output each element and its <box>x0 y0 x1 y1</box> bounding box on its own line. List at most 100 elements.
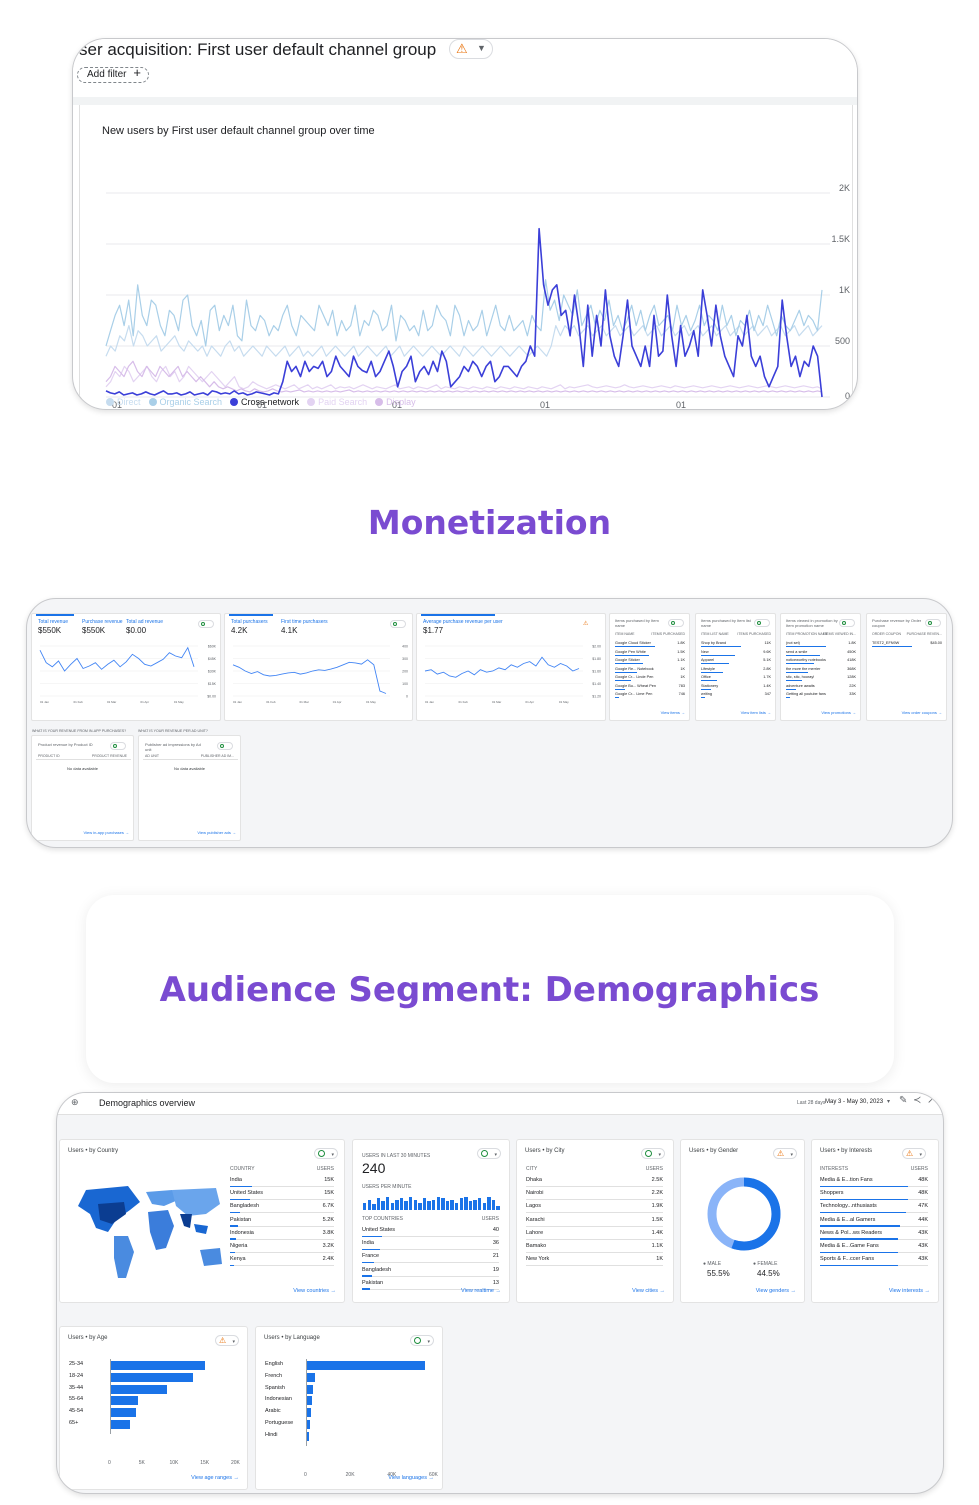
warning-chip[interactable]: ⚠ ▾ <box>215 1335 239 1346</box>
x-tick-label: 01 Jan <box>233 700 242 704</box>
metric-tab-label[interactable]: Total purchasers <box>231 619 268 625</box>
insight-chip[interactable] <box>110 742 126 750</box>
metric-tab-label[interactable]: Purchase revenue <box>82 619 123 625</box>
legend-item[interactable]: Cross-network <box>230 397 299 407</box>
minute-bar <box>363 1202 367 1210</box>
plus-circle-icon[interactable]: ⊕ <box>71 1097 79 1107</box>
insight-chip[interactable]: ▾ <box>477 1148 501 1159</box>
bar <box>110 1396 139 1406</box>
gender-donut <box>707 1177 781 1251</box>
insight-chip[interactable] <box>390 620 406 628</box>
view-link[interactable]: View languages → <box>388 1475 434 1481</box>
minute-bar <box>482 1202 486 1210</box>
per-minute-label: USERS PER MINUTE <box>362 1184 412 1190</box>
value-bar <box>820 1264 898 1267</box>
y-tick-label: $60K <box>208 645 217 649</box>
warning-chip[interactable]: ⚠ ▾ <box>902 1148 926 1159</box>
legend-dot <box>106 398 114 406</box>
table-title: Items viewed in promotion by Item promot… <box>786 618 838 628</box>
edit-icon[interactable]: ✎ <box>899 1095 908 1106</box>
chevron-down-icon[interactable]: ▾ <box>887 1099 891 1105</box>
view-link[interactable]: View interests → <box>888 1288 930 1294</box>
table-cell: writing <box>701 692 712 696</box>
x-tick-label: 20K <box>345 1471 355 1478</box>
bar-category-label: Hindi <box>265 1431 278 1438</box>
legend-item[interactable]: Paid Search <box>307 397 367 407</box>
value-bar <box>230 1211 240 1214</box>
y-tick-label: $1.40 <box>592 682 601 686</box>
insight-chip[interactable] <box>754 619 770 627</box>
bar <box>306 1361 425 1370</box>
city-card: Users • by City ▾ CITY USERS Dhaka 2.5K Nairob… <box>516 1139 674 1303</box>
view-link[interactable]: View order coupons → <box>901 710 942 715</box>
table-cell: 347 <box>764 692 771 696</box>
date-label: Last 28 days <box>797 1100 826 1106</box>
small-table-card: Product revenue by Product ID PRODUCT ID P… <box>31 735 134 841</box>
legend-dot <box>307 398 316 406</box>
view-link[interactable]: View cities → <box>632 1288 665 1294</box>
insight-chip[interactable]: ▾ <box>410 1335 434 1346</box>
y-tick-label: $15K <box>208 682 217 686</box>
value-bar <box>701 663 729 664</box>
insight-chip[interactable]: ▾ <box>314 1148 338 1159</box>
view-link[interactable]: View items → <box>660 710 685 715</box>
card-title: Users • by Interests <box>820 1148 873 1154</box>
map-region <box>172 1188 220 1216</box>
table-cell: 40 <box>492 1227 499 1233</box>
insights-icon[interactable]: ↗ <box>927 1095 936 1106</box>
data-quality-chip[interactable]: ⚠ ▼ <box>449 39 493 59</box>
insight-chip[interactable] <box>839 619 855 627</box>
date-range[interactable]: May 3 - May 30, 2023 <box>825 1099 884 1105</box>
chevron-down-icon: ▾ <box>658 1152 661 1158</box>
metric-tab-label[interactable]: Total revenue <box>38 619 69 625</box>
metric-tab-label[interactable]: First time purchasers <box>281 619 328 625</box>
table-cell: 48K <box>918 1177 928 1183</box>
y-tick-label: 1.5K <box>831 234 850 244</box>
table-cell: noticeworthy notebooks <box>786 658 826 662</box>
add-filter-button[interactable]: Add filter + <box>77 66 149 83</box>
column-header: PRODUCT REVENUE <box>91 754 127 758</box>
share-icon[interactable]: ≺ <box>913 1095 922 1106</box>
metric-tab-label[interactable]: Average purchase revenue per user <box>423 619 503 625</box>
insight-chip[interactable] <box>925 619 941 627</box>
view-link[interactable]: View publisher ads → <box>197 830 236 835</box>
row-divider <box>526 1212 663 1214</box>
x-tick-label: 01 Jan <box>425 700 434 704</box>
y-tick-label: 200 <box>402 670 408 674</box>
warning-triangle-icon[interactable]: ⚠ <box>583 621 589 627</box>
y-tick-label: $1.60 <box>592 670 601 674</box>
metric-tab-label[interactable]: Total ad revenue <box>126 619 163 625</box>
view-link[interactable]: View countries → <box>293 1288 336 1294</box>
table-cell: 1.5K <box>651 1216 663 1223</box>
minute-bar <box>491 1199 496 1210</box>
legend-item[interactable]: Direct <box>106 397 141 407</box>
row-divider <box>230 1252 334 1253</box>
column-header: PUBLISHER AD IM... <box>200 754 234 758</box>
x-tick-day: 01 <box>676 400 686 410</box>
column-header: USERS <box>316 1166 334 1172</box>
value-bar <box>230 1225 238 1227</box>
view-link[interactable]: View genders → <box>755 1288 796 1294</box>
view-link[interactable]: View promotions → <box>821 710 856 715</box>
add-filter-label: Add filter <box>87 69 127 80</box>
insight-chip[interactable] <box>668 619 684 627</box>
minute-bar <box>473 1199 477 1210</box>
insight-chip[interactable] <box>198 620 214 628</box>
card-title: Users • by Gender <box>689 1148 739 1154</box>
insight-chip[interactable]: ▾ <box>641 1148 665 1159</box>
warning-chip[interactable]: ⚠ ▾ <box>773 1148 797 1159</box>
view-link[interactable]: View item lists → <box>740 710 771 715</box>
table-title: Items purchased by Item list name <box>701 618 751 628</box>
table-cell: 368K <box>847 666 856 671</box>
legend-item[interactable]: Display <box>375 397 416 407</box>
view-link[interactable]: View age ranges → <box>191 1475 239 1481</box>
row-divider <box>362 1249 499 1251</box>
view-link[interactable]: View in-app purchases → <box>83 830 129 835</box>
column-header: ITEMS VIEWED IN... <box>823 632 856 636</box>
items-table-card: Items viewed in promotion by Item promot… <box>780 613 861 721</box>
bar-category-label: 25-34 <box>69 1361 84 1367</box>
view-link[interactable]: View realtime → <box>461 1288 501 1294</box>
insight-chip[interactable] <box>217 742 233 750</box>
check-circle-icon <box>393 622 397 626</box>
legend-item[interactable]: Organic Search <box>148 397 222 407</box>
